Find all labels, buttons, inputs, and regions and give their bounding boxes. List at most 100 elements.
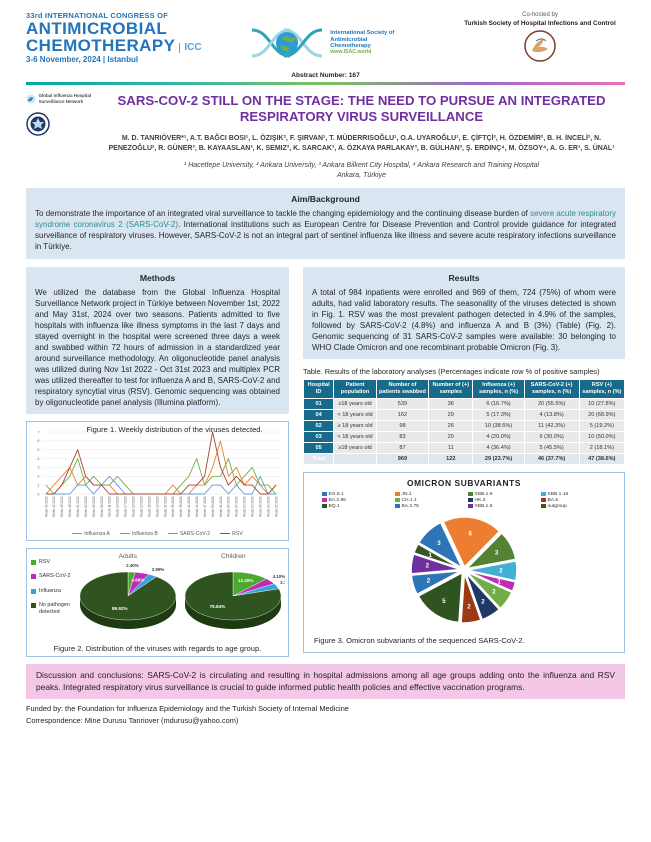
results-table: Hospital ID Patient population Number of p… xyxy=(302,379,626,465)
legend-swatch-icon xyxy=(31,603,36,609)
figure3-legend-item: XBB.1.9 xyxy=(468,492,539,497)
legend-swatch-icon xyxy=(322,491,327,497)
svg-text:6: 6 xyxy=(37,439,39,443)
table-cell: 10 (38.5%) xyxy=(472,419,525,432)
hospital-id-cell: 03 xyxy=(302,430,335,443)
legend-line-icon xyxy=(167,533,178,535)
aim-text-1: To demonstrate the importance of an inte… xyxy=(35,209,531,219)
methods-section: Methods We utilized the database from th… xyxy=(26,266,289,414)
svg-text:7: 7 xyxy=(37,430,39,434)
svg-text:1: 1 xyxy=(37,483,39,487)
results-section: Results A total of 984 inpatients were e… xyxy=(303,266,625,359)
right-column: Results A total of 984 inpatients were e… xyxy=(302,266,626,653)
figure3-legend-item: CH.1.1 xyxy=(395,498,466,503)
table-cell: 4 (13.8%) xyxy=(523,408,580,421)
table-caption: Table. Results of the laboratory analyse… xyxy=(303,366,600,376)
aim-text-highlight: severe acute respiratory syndrome corona… xyxy=(35,209,616,230)
header: 33rd INTERNATIONAL CONGRESS OF ANTIMICRO… xyxy=(26,12,625,68)
svg-text:12.30%: 12.30% xyxy=(238,578,254,583)
congress-date: 3-6 November, 2024 | Istanbul xyxy=(26,55,139,65)
figure2-legend-item: RSV xyxy=(31,559,75,565)
svg-text:1: 1 xyxy=(428,552,432,559)
methods-heading: Methods xyxy=(139,272,176,283)
figure3-legend-item: XBB.1.5 xyxy=(468,504,539,509)
table-cell: 26 xyxy=(428,419,474,432)
results-heading: Results xyxy=(448,272,480,283)
isac-url: www.ISAC.world xyxy=(330,49,372,55)
table-row: 01 ≥18 years old 539 36 6 (16.7%) 20 (55.5%) 1… xyxy=(302,397,626,410)
table-header-cell: RSV (+) samples, n (%) xyxy=(578,379,626,399)
gradient-divider xyxy=(26,82,625,85)
figure1-caption: Figure 1. Weekly distribution of the vir… xyxy=(86,424,263,434)
figure1-legend-item: SARS-CoV-2 xyxy=(167,531,210,537)
figure2-legend-item: SARS-CoV-2 xyxy=(31,573,75,580)
svg-text:89.92%: 89.92% xyxy=(112,606,128,611)
figure2-legend-item: No pathogen detected xyxy=(31,602,75,615)
congress-line3: CHEMOTHERAPY xyxy=(26,35,176,55)
aim-text: To demonstrate the importance of an inte… xyxy=(35,208,616,252)
figure1-legend: Influenza A Influenza B SARS-CoV-2 RSV xyxy=(27,531,288,540)
table-cell: 2 (18.1%) xyxy=(578,441,626,454)
discussion-section: Discussion and conclusions: SARS-CoV-2 i… xyxy=(26,663,625,700)
figure3-box: OMICRON SUBVARIANTS EG.5.1 JN.1 XBB.1.9 XBB… xyxy=(303,471,625,653)
left-column: Methods We utilized the database from th… xyxy=(26,266,293,657)
svg-text:Week 47 2023: Week 47 2023 xyxy=(203,496,207,517)
table-row: Total 969 122 29 (23.7%) 46 (37.7%) 47 (38.6%… xyxy=(302,452,626,465)
hospital-id-cell: 01 xyxy=(302,397,335,410)
svg-text:Week 13 2024: Week 13 2024 xyxy=(251,496,255,517)
isac-logo: International Society of Antimicrobial C… xyxy=(248,26,408,60)
legend-swatch-icon xyxy=(31,588,36,594)
table-cell: 29 (23.7%) xyxy=(472,452,525,465)
figure3-legend-item: XBB.1.16 xyxy=(541,492,612,497)
children-pie-chart: 12.30% 4.10%3.76% 79.84% xyxy=(185,571,293,629)
svg-text:5: 5 xyxy=(442,598,446,605)
figure3-title: OMICRON SUBVARIANTS xyxy=(406,477,522,488)
table-cell: 539 xyxy=(375,397,430,410)
svg-text:0: 0 xyxy=(37,492,39,496)
table-cell: 10 (50.0%) xyxy=(578,430,626,443)
congress-logo: 33rd INTERNATIONAL CONGRESS OF ANTIMICRO… xyxy=(26,12,202,64)
cohost-block: Co-hosted by Turkish Society of Hospital… xyxy=(455,12,625,68)
svg-text:Week 22 2024: Week 22 2024 xyxy=(274,496,278,517)
gihsn-logo: Global Influenza Hospital Surveillance N… xyxy=(26,91,98,107)
svg-text:Week 42 2022: Week 42 2022 xyxy=(52,496,56,517)
svg-text:Week 26 2023: Week 26 2023 xyxy=(147,496,151,517)
table-cell: 29 xyxy=(428,408,474,421)
legend-swatch-icon xyxy=(541,503,546,509)
affiliations-line2: Ankara, Türkiye xyxy=(336,171,387,179)
table-cell: ≥18 years old xyxy=(333,397,377,410)
svg-text:Week 35 2023: Week 35 2023 xyxy=(171,496,175,517)
figure3-legend-item: HK.3 xyxy=(468,498,539,503)
table-cell: ≥ 18 years old xyxy=(333,419,377,432)
svg-text:2: 2 xyxy=(467,603,471,610)
figure3-legend-item: outgroup xyxy=(541,504,612,509)
table-cell: < 18 years old xyxy=(333,408,377,421)
figure3-legend: EG.5.1 JN.1 XBB.1.9 XBB.1.16 BA.2.86 CH.1.1 HK… xyxy=(304,488,624,509)
table-cell: < 18 years old xyxy=(333,430,377,443)
svg-text:2.40%: 2.40% xyxy=(126,563,139,568)
aim-section: Aim/Background To demonstrate the import… xyxy=(26,188,625,259)
legend-line-icon xyxy=(72,533,83,535)
legend-swatch-icon xyxy=(395,503,400,509)
table-cell: 122 xyxy=(428,452,474,465)
table-row: 03 < 18 years old 83 20 4 (20.0%) 6 (30.0%) 10… xyxy=(302,430,626,443)
figure3-legend-item: BA.2.86 xyxy=(322,498,393,503)
legend-line-icon xyxy=(119,533,130,535)
svg-text:Week 05 2023: Week 05 2023 xyxy=(92,496,96,517)
table-cell: 162 xyxy=(375,408,430,421)
svg-text:4.69%: 4.69% xyxy=(131,577,144,582)
svg-text:Week 51 2022: Week 51 2022 xyxy=(76,496,80,517)
table-cell: 5 (45.5%) xyxy=(523,441,580,454)
table-cell: ≥18 years old xyxy=(333,441,377,454)
isac-dna-globe-icon xyxy=(252,28,323,58)
figure2-legend: RSV SARS-CoV-2 Influenza No pathogen detect… xyxy=(31,553,75,643)
figure3-legend-item: BA.5 xyxy=(541,498,612,503)
svg-text:Week 32 2023: Week 32 2023 xyxy=(163,496,167,517)
table-cell: 5 (17.3%) xyxy=(472,408,525,421)
correspondence: Correspondence: Mine Durusu Tanriover (m… xyxy=(26,715,239,725)
table-cell: 6 (16.7%) xyxy=(472,397,525,410)
table-row: 02 ≥ 18 years old 98 26 10 (38.5%) 11 (42.3%)… xyxy=(302,419,626,432)
table-cell: 87 xyxy=(375,441,430,454)
congress-icc: ICC xyxy=(179,42,202,54)
figure3-legend-item: JN.1 xyxy=(395,492,466,497)
